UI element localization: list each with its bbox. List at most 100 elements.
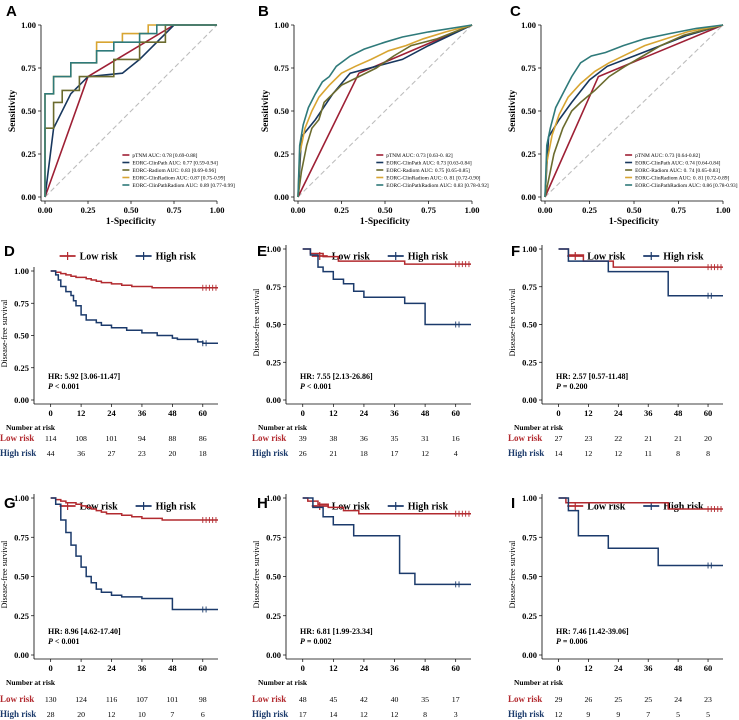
y-tick-label: 0.25 bbox=[21, 149, 36, 159]
risk-count-high: 3 bbox=[454, 710, 458, 719]
risk-count-high: 4 bbox=[454, 449, 458, 458]
roc-curve-ptnm bbox=[297, 24, 473, 198]
x-tick-label: 36 bbox=[644, 408, 653, 418]
risk-count-low: 35 bbox=[421, 695, 429, 704]
risk-count-low: 94 bbox=[138, 434, 146, 443]
hazard-ratio-text: HR: 5.92 [3.06-11.47] bbox=[48, 372, 121, 381]
x-tick-label: 0 bbox=[49, 663, 53, 673]
roc-panel-B: B 0.00 0.25 0.50 0.75 1.00 0.00 0.25 0.50 0.75 1.0… bbox=[258, 3, 489, 227]
x-tick-label: 60 bbox=[704, 408, 713, 418]
x-tick-label: 12 bbox=[77, 663, 86, 673]
legend-entry-high: High risk bbox=[663, 502, 704, 513]
x-tick-label: 36 bbox=[138, 663, 147, 673]
hazard-ratio-text: HR: 8.96 [4.62-17.40] bbox=[48, 627, 121, 636]
km-panel-G: G 0 12 24 36 48 60 0.00 0.25 0.50 0.75 1.00 Disease-… bbox=[0, 493, 218, 719]
y-tick-label: 0.50 bbox=[521, 106, 536, 116]
number-at-risk-title: Number at risk bbox=[514, 678, 564, 687]
y-axis-title: Disease-free survival bbox=[508, 540, 517, 609]
y-axis-title: Sensitivity bbox=[508, 90, 518, 132]
panel-label-H: H bbox=[257, 495, 268, 512]
risk-count-high: 9 bbox=[586, 710, 590, 719]
x-tick-label: 0.75 bbox=[671, 205, 686, 215]
legend-entry-low: Low risk bbox=[587, 502, 626, 513]
x-tick-label: 0.75 bbox=[167, 205, 182, 215]
p-value-text: P = 0.200 bbox=[556, 382, 587, 391]
legend-entry-high: High risk bbox=[408, 502, 449, 513]
risk-count-high: 12 bbox=[614, 449, 622, 458]
p-value: = 0.200 bbox=[561, 382, 588, 391]
p-value-text: P = 0.002 bbox=[300, 637, 331, 646]
risk-count-low: 26 bbox=[584, 695, 592, 704]
x-tick-label: 0.50 bbox=[124, 205, 139, 215]
hazard-ratio-text: HR: 2.57 [0.57-11.48] bbox=[556, 372, 629, 381]
risk-row-low-label: Low risk bbox=[252, 694, 286, 704]
y-tick-label: 0.50 bbox=[522, 320, 537, 330]
risk-count-high: 12 bbox=[360, 710, 368, 719]
legend-entry-low: Low risk bbox=[80, 252, 119, 263]
risk-count-high: 12 bbox=[421, 449, 429, 458]
y-tick-label: 0.00 bbox=[522, 395, 537, 405]
legend-entry: pTNM AUC: 0.73 [0.64-0.82] bbox=[635, 153, 700, 159]
y-axis-title: Disease-free survival bbox=[0, 299, 9, 368]
risk-count-low: 36 bbox=[360, 434, 368, 443]
risk-count-high: 14 bbox=[329, 710, 337, 719]
y-tick-label: 1.00 bbox=[14, 266, 29, 276]
risk-row-low-label: Low risk bbox=[0, 433, 34, 443]
x-tick-label: 0.75 bbox=[421, 205, 436, 215]
legend-entry: EORC-ClinPath AUC: 0.77 [0.59-0.94] bbox=[132, 161, 218, 167]
risk-count-low: 42 bbox=[360, 695, 368, 704]
risk-count-low: 24 bbox=[674, 695, 682, 704]
legend-entry-low: Low risk bbox=[332, 252, 371, 263]
roc-curve-eorc-clinpathradiom bbox=[44, 24, 217, 197]
km-panel-H: H 0 12 24 36 48 60 0.00 0.25 0.50 0.75 1.00 Disease-… bbox=[252, 493, 471, 719]
x-tick-label: 0.00 bbox=[38, 205, 53, 215]
risk-count-low: 21 bbox=[674, 434, 682, 443]
km-curve-low-risk bbox=[302, 497, 471, 515]
roc-panel-C: C 0.00 0.25 0.50 0.75 1.00 0.00 0.25 0.50 0.75 1.0… bbox=[508, 3, 738, 227]
risk-count-high: 11 bbox=[644, 449, 652, 458]
legend-entry: EORC-Radiom AUC: 0. 74 [0.65-0.83] bbox=[635, 168, 720, 174]
x-tick-label: 12 bbox=[329, 408, 338, 418]
x-tick-label: 12 bbox=[329, 663, 338, 673]
y-tick-label: 0.00 bbox=[274, 192, 289, 202]
y-tick-label: 0.00 bbox=[266, 650, 281, 660]
y-tick-label: 0.50 bbox=[14, 572, 29, 582]
reference-diagonal bbox=[44, 24, 218, 198]
km-panel-D: D 0 12 24 36 48 60 0.00 0.25 0.50 0.75 1.00 Disease-… bbox=[0, 243, 218, 458]
y-tick-label: 0.75 bbox=[522, 282, 537, 292]
risk-count-low: 101 bbox=[106, 434, 118, 443]
y-tick-label: 1.00 bbox=[21, 20, 36, 30]
legend-entry: EORC-ClinPath AUC: 0.74 [0.64-0.84] bbox=[635, 161, 721, 167]
risk-count-low: 88 bbox=[168, 434, 176, 443]
x-axis-title: 1-Specificity bbox=[106, 217, 156, 227]
risk-count-high: 28 bbox=[47, 710, 55, 719]
roc-curve-eorc-clinpath bbox=[44, 24, 217, 198]
p-value: = 0.002 bbox=[305, 637, 332, 646]
km-curve-high-risk bbox=[50, 270, 218, 344]
risk-count-low: 124 bbox=[75, 695, 87, 704]
km-curve-high-risk bbox=[50, 497, 218, 611]
y-tick-label: 0.75 bbox=[266, 532, 281, 542]
risk-count-low: 25 bbox=[614, 695, 622, 704]
risk-count-low: 114 bbox=[45, 434, 57, 443]
reference-diagonal bbox=[544, 24, 724, 198]
y-tick-label: 0.00 bbox=[266, 395, 281, 405]
risk-row-low-label: Low risk bbox=[508, 433, 542, 443]
y-tick-label: 0.25 bbox=[274, 149, 289, 159]
risk-count-low: 17 bbox=[452, 695, 460, 704]
x-tick-label: 48 bbox=[168, 663, 177, 673]
x-tick-label: 0 bbox=[301, 663, 305, 673]
risk-count-low: 130 bbox=[45, 695, 57, 704]
x-tick-label: 48 bbox=[421, 408, 430, 418]
legend-entry: EORC-ClinPathRadiom AUC: 0.86 [0.78-0.93… bbox=[635, 183, 738, 189]
x-tick-label: 60 bbox=[199, 663, 208, 673]
risk-count-low: 27 bbox=[555, 434, 563, 443]
x-tick-label: 12 bbox=[584, 408, 593, 418]
risk-count-low: 48 bbox=[299, 695, 307, 704]
risk-count-low: 23 bbox=[584, 434, 592, 443]
risk-count-high: 17 bbox=[391, 449, 399, 458]
risk-count-high: 8 bbox=[706, 449, 710, 458]
risk-row-low-label: Low risk bbox=[0, 694, 34, 704]
x-tick-label: 60 bbox=[199, 408, 208, 418]
y-tick-label: 0.25 bbox=[522, 611, 537, 621]
